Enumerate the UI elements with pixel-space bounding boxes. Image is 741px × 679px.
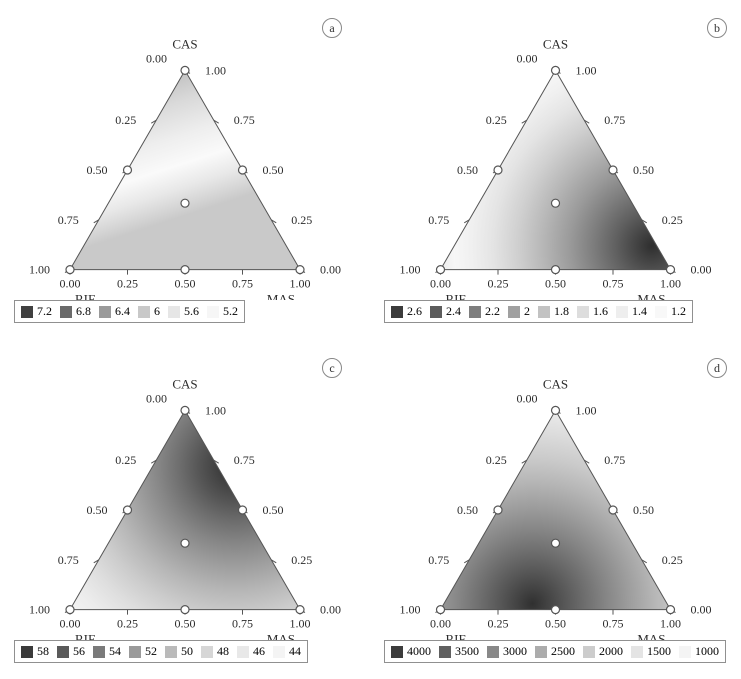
svg-text:CAS: CAS	[543, 36, 568, 51]
svg-text:0.25: 0.25	[486, 453, 507, 467]
svg-text:0.25: 0.25	[115, 453, 136, 467]
svg-text:0.75: 0.75	[58, 213, 79, 227]
svg-text:1.00: 1.00	[400, 263, 421, 277]
svg-text:0.25: 0.25	[662, 553, 683, 567]
svg-text:0.75: 0.75	[604, 113, 625, 127]
svg-text:0.50: 0.50	[263, 163, 284, 177]
svg-text:0.25: 0.25	[488, 617, 509, 631]
svg-text:0.50: 0.50	[87, 163, 108, 177]
svg-text:0.75: 0.75	[232, 277, 253, 291]
panel-c: c 0.250.500.751.000.000.250.500.751.000.…	[0, 340, 370, 679]
svg-text:0.25: 0.25	[486, 113, 507, 127]
ternary-chart-b: 0.25 0.50 0.75 1.00 0.00 0.25 0.50 0.75 1.00 0.00…	[370, 0, 741, 300]
svg-text:0.50: 0.50	[457, 163, 478, 177]
svg-text:0.00: 0.00	[60, 617, 81, 631]
svg-text:CAS: CAS	[172, 376, 197, 391]
svg-text:0.00: 0.00	[517, 51, 538, 65]
svg-text:MAS: MAS	[637, 292, 665, 300]
panel-letter-d: d	[707, 358, 727, 378]
svg-text:0.00: 0.00	[430, 617, 451, 631]
svg-text:0.50: 0.50	[457, 503, 478, 517]
svg-text:0.75: 0.75	[428, 213, 449, 227]
svg-text:1.00: 1.00	[290, 617, 311, 631]
svg-text:1.00: 1.00	[660, 617, 681, 631]
legend-c: 5856545250484644	[14, 640, 308, 663]
svg-text:0.00: 0.00	[691, 603, 712, 617]
svg-text:1.00: 1.00	[576, 63, 597, 77]
svg-text:0.75: 0.75	[234, 453, 255, 467]
svg-text:0.75: 0.75	[604, 453, 625, 467]
svg-text:RIF: RIF	[446, 292, 466, 300]
ternary-chart-d: 0.25 0.50 0.75 1.00 0.00 0.25 0.50 0.75 1.00 0.00…	[370, 340, 741, 640]
svg-text:0.00: 0.00	[517, 391, 538, 405]
svg-text:MAS: MAS	[637, 632, 665, 640]
ternary-chart-c: 0.25 0.50 0.75 1.00 0.00 0.25 0.50 0.75 1.00 0.00…	[0, 340, 370, 640]
svg-text:0.50: 0.50	[545, 277, 566, 291]
svg-text:CAS: CAS	[172, 36, 197, 51]
svg-text:1.00: 1.00	[660, 277, 681, 291]
legend-b: 2.62.42.221.81.61.41.2	[384, 300, 693, 323]
svg-text:1.00: 1.00	[29, 603, 50, 617]
svg-text:0.00: 0.00	[60, 277, 81, 291]
svg-text:0.00: 0.00	[146, 391, 167, 405]
svg-text:0.25: 0.25	[662, 213, 683, 227]
svg-text:0.75: 0.75	[428, 553, 449, 567]
svg-text:0.75: 0.75	[603, 277, 624, 291]
svg-text:MAS: MAS	[267, 632, 295, 640]
svg-text:0.75: 0.75	[234, 113, 255, 127]
svg-text:0.50: 0.50	[175, 277, 196, 291]
svg-text:0.25: 0.25	[488, 277, 509, 291]
svg-text:0.50: 0.50	[633, 163, 654, 177]
svg-text:0.00: 0.00	[146, 51, 167, 65]
panel-letter-a: a	[322, 18, 342, 38]
panel-letter-c: c	[322, 358, 342, 378]
svg-text:0.00: 0.00	[320, 263, 341, 277]
svg-text:0.25: 0.25	[115, 113, 136, 127]
svg-text:0.50: 0.50	[545, 617, 566, 631]
svg-text:0.75: 0.75	[603, 617, 624, 631]
panel-a: a 0.250.500.751.000.000.250.500.751.000.…	[0, 0, 370, 340]
svg-text:1.00: 1.00	[205, 403, 226, 417]
svg-text:0.00: 0.00	[691, 263, 712, 277]
svg-text:1.00: 1.00	[576, 403, 597, 417]
legend-d: 4000350030002500200015001000	[384, 640, 726, 663]
svg-text:0.25: 0.25	[291, 553, 312, 567]
svg-text:0.00: 0.00	[320, 603, 341, 617]
svg-text:0.50: 0.50	[263, 503, 284, 517]
svg-text:RIF: RIF	[75, 632, 95, 640]
panel-d: d 0.250.500.751.000.000.250.500.751.000.…	[370, 340, 741, 679]
svg-text:1.00: 1.00	[290, 277, 311, 291]
svg-text:1.00: 1.00	[29, 263, 50, 277]
svg-text:0.75: 0.75	[58, 553, 79, 567]
figure-root: a 0.250.500.751.000.000.250.500.751.000.…	[0, 0, 741, 679]
svg-text:0.25: 0.25	[117, 617, 138, 631]
svg-text:1.00: 1.00	[400, 603, 421, 617]
svg-text:0.50: 0.50	[633, 503, 654, 517]
svg-text:MAS: MAS	[267, 292, 295, 300]
ternary-chart-a: 0.25 0.50 0.75 1.00 0.00 0.25 0.50 0.75 1.00 0.00…	[0, 0, 370, 300]
svg-text:RIF: RIF	[446, 632, 466, 640]
svg-text:RIF: RIF	[75, 292, 95, 300]
svg-text:CAS: CAS	[543, 376, 568, 391]
svg-text:1.00: 1.00	[205, 63, 226, 77]
svg-text:0.50: 0.50	[87, 503, 108, 517]
svg-text:0.25: 0.25	[291, 213, 312, 227]
svg-text:0.50: 0.50	[175, 617, 196, 631]
panel-letter-b: b	[707, 18, 727, 38]
legend-a: 7.26.86.465.65.2	[14, 300, 245, 323]
panel-b: b 0.250.500.751.000.000.250.500.751.000.…	[370, 0, 741, 340]
svg-text:0.75: 0.75	[232, 617, 253, 631]
svg-text:0.00: 0.00	[430, 277, 451, 291]
svg-text:0.25: 0.25	[117, 277, 138, 291]
